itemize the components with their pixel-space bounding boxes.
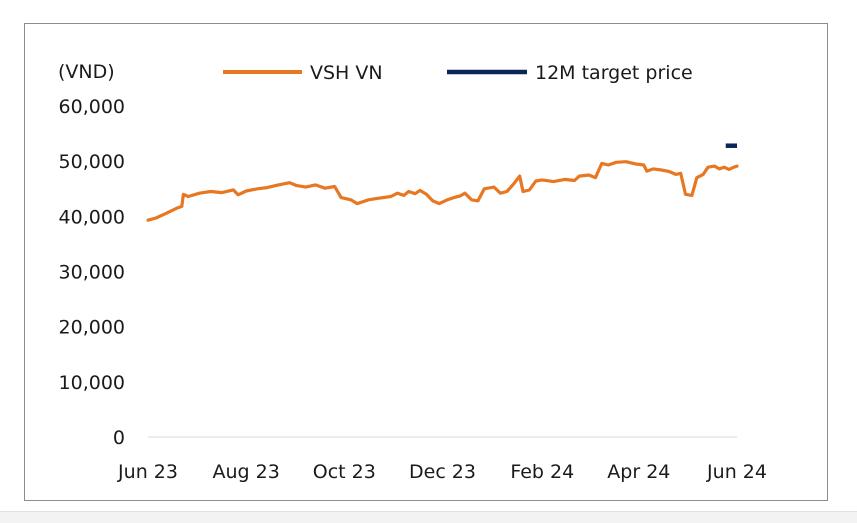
x-tick-label: Oct 23 [313, 461, 376, 483]
legend-label-target: 12M target price [535, 62, 693, 84]
legend-label-vsh: VSH VN [310, 62, 383, 84]
x-tick-label: Jun 23 [117, 461, 178, 483]
y-axis: 0 10,000 20,000 30,000 40,000 50,000 60,000 [59, 96, 125, 449]
x-tick-label: Dec 23 [409, 461, 476, 483]
bottom-strip [0, 511, 857, 523]
y-tick-label: 0 [113, 427, 125, 449]
price-chart: (VND) VSH VN 12M target price 0 10,000 20,… [58, 61, 767, 483]
unit-label: (VND) [58, 61, 115, 83]
x-axis: Jun 23 Aug 23 Oct 23 Dec 23 Feb 24 Apr 24 Jun … [117, 461, 767, 483]
x-tick-label: Feb 24 [510, 461, 574, 483]
y-tick-label: 10,000 [59, 372, 125, 394]
y-tick-label: 20,000 [59, 317, 125, 339]
y-tick-label: 40,000 [59, 206, 125, 228]
y-tick-label: 50,000 [59, 151, 125, 173]
x-tick-label: Aug 23 [213, 461, 280, 483]
chart-frame [24, 23, 828, 501]
y-tick-label: 30,000 [59, 262, 125, 284]
x-tick-label: Apr 24 [607, 461, 670, 483]
y-tick-label: 60,000 [59, 96, 125, 118]
legend: VSH VN 12M target price [223, 62, 693, 84]
x-tick-label: Jun 24 [706, 461, 767, 483]
series-line-vsh-vn [146, 160, 739, 222]
